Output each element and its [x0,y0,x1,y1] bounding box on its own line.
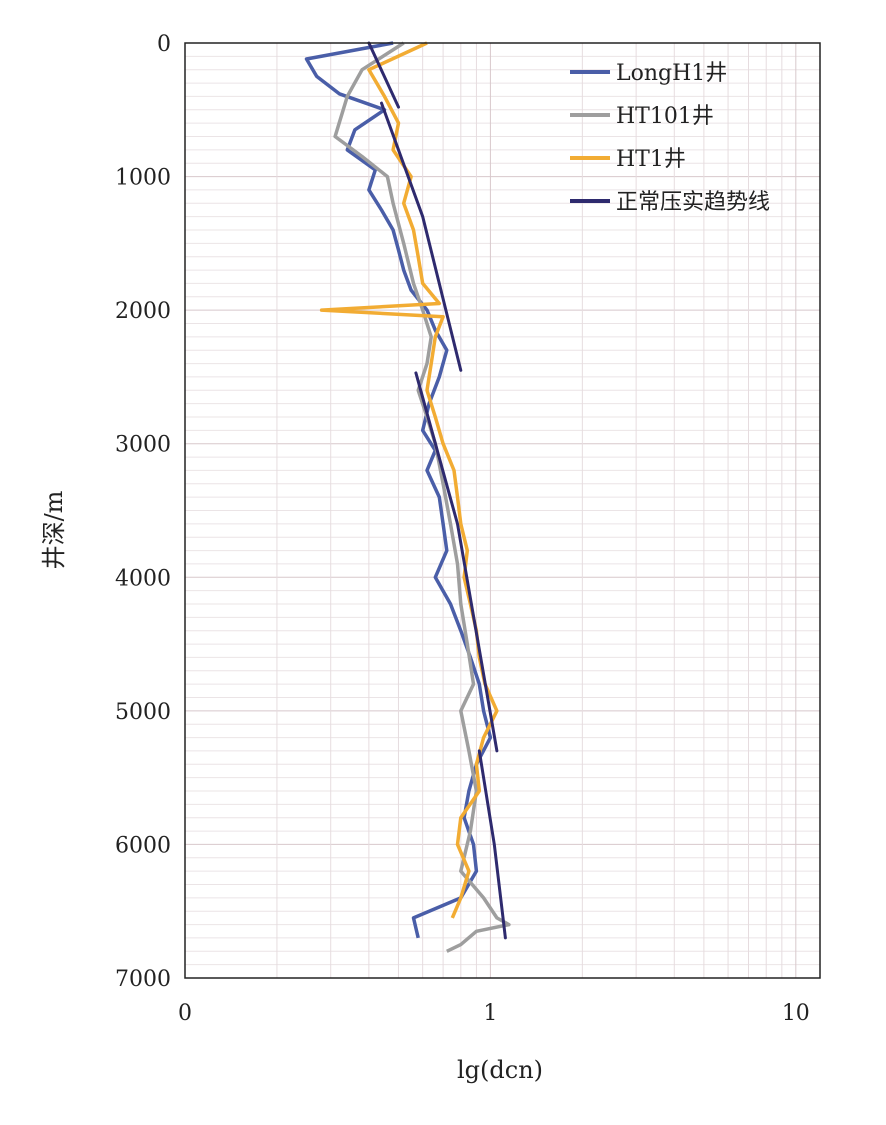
series-3-trend-segment [380,101,463,372]
y-tick-label: 0 [157,32,171,57]
legend-label: LongH1井 [616,61,727,86]
series-3-trend-segment [367,41,400,109]
legend-label: HT1井 [616,147,686,172]
y-tick-label: 5000 [115,700,171,725]
y-tick-label: 6000 [115,833,171,858]
y-tick-label: 2000 [115,299,171,324]
y-tick-label: 3000 [115,433,171,458]
legend-label: 正常压实趋势线 [616,190,770,215]
series-2-line [319,41,499,919]
y-tick-label: 7000 [115,967,171,992]
series-3-trend-segment [414,371,499,753]
x-axis-title: lg(dcn) [457,1056,543,1084]
grid [184,42,820,979]
series-layer [304,41,511,953]
y-tick-labels: 0 1000 2000 3000 4000 5000 6000 7000 [115,32,171,992]
legend-label: HT101井 [616,104,714,129]
plot-frame [184,42,821,979]
y-tick-label: 1000 [115,166,171,191]
y-axis-title: 井深/m [40,490,68,569]
series-1-line [333,41,511,953]
x-tick-labels: 0 1 10 [178,1001,810,1026]
x-tick-label: 10 [782,1001,810,1026]
y-tick-label: 4000 [115,566,171,591]
series-3-trend-segment [477,749,507,940]
x-tick-label: 1 [483,1001,497,1026]
x-tick-label: 0 [178,1001,192,1026]
